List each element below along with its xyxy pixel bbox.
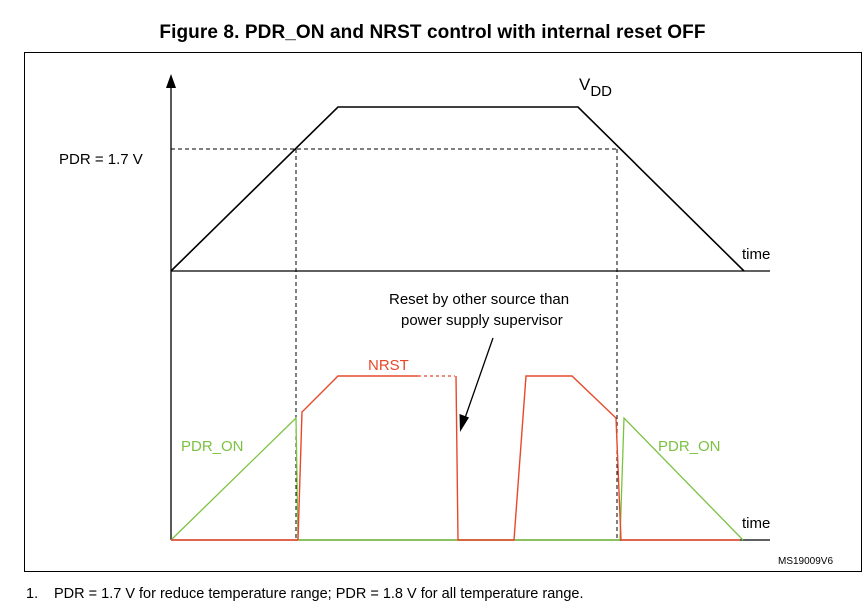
y-axis-arrowhead [166,74,176,88]
pdr-on-waveform-right [619,416,744,541]
figure-code: MS19009V6 [778,556,834,567]
vdd-label-main: V [579,75,591,94]
time-label-bottom: time [742,515,770,532]
reset-annotation-arrow [464,337,494,419]
pdr-level-label: PDR = 1.7 V [59,151,143,168]
nrst-label: NRST [368,357,409,374]
figure-frame [24,52,862,572]
pdr-on-label-right: PDR_ON [658,438,721,455]
vdd-label-sub: DD [590,83,612,100]
pdr-on-waveform-left [170,416,299,541]
vdd-waveform [170,106,745,272]
nrst-waveform [297,375,418,541]
vdd-label: VDD [579,75,612,100]
reset-note-line-1: Reset by other source than [389,291,569,308]
footnote-number: 1. [26,586,39,602]
time-label-top: time [742,246,770,263]
footnote: 1. PDR = 1.7 V for reduce temperature ran… [26,586,584,602]
figure-title: Figure 8. PDR_ON and NRST control with i… [159,22,706,43]
reset-annotation-arrowhead [459,414,469,432]
footnote-text: PDR = 1.7 V for reduce temperature range… [54,586,584,602]
pdr-on-label-left: PDR_ON [181,438,244,455]
nrst-reset-pulse [455,375,622,541]
reset-note-line-2: power supply supervisor [401,312,563,329]
